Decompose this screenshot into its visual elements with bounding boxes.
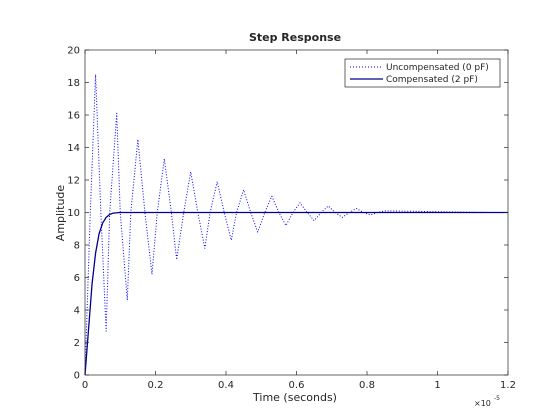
y-tick-label: 0 — [74, 371, 80, 382]
legend-label-compensated: Compensated (2 pF) — [386, 75, 478, 85]
x-tick-label: 0.4 — [218, 380, 234, 391]
x-exponent-base: ×10 — [474, 399, 491, 408]
y-tick-label: 2 — [74, 338, 80, 349]
y-tick-label: 18 — [67, 78, 80, 89]
series-line-compensated — [84, 211, 508, 376]
x-axis-label: Time (seconds) — [252, 391, 337, 404]
y-tick-label: 20 — [67, 46, 80, 57]
legend-box — [344, 58, 501, 88]
ticks-layer: 0 0.2 0.4 0.6 0.8 1 1.2 0 2 4 6 8 10 12 14 16 18 20 — [67, 46, 516, 392]
y-axis-label: Amplitude — [54, 185, 67, 242]
x-tick-label: 0.8 — [359, 380, 375, 391]
y-tick-label: 6 — [74, 273, 80, 284]
y-tick-label: 12 — [67, 176, 80, 187]
y-tick-label: 10 — [67, 208, 80, 219]
x-exponent-power: -5 — [494, 395, 500, 402]
plot-layer — [84, 73, 508, 376]
x-tick-label: 1.2 — [500, 380, 516, 391]
legend: Uncompensated (0 pF) Compensated (2 pF) — [344, 58, 501, 88]
x-tick-label: 0 — [82, 380, 88, 391]
x-exponent-label: ×10 -5 — [474, 395, 500, 408]
series-line-uncompensated — [84, 73, 491, 376]
x-tick-label: 0.2 — [148, 380, 164, 391]
x-tick-label: 1 — [434, 380, 440, 391]
chart-title: Step Response — [249, 31, 341, 44]
y-tick-label: 4 — [74, 306, 80, 317]
y-tick-label: 14 — [67, 143, 80, 154]
x-tick-label: 0.6 — [289, 380, 305, 391]
y-tick-label: 16 — [67, 111, 80, 122]
y-tick-label: 8 — [74, 241, 80, 252]
legend-label-uncompensated: Uncompensated (0 pF) — [386, 63, 489, 73]
